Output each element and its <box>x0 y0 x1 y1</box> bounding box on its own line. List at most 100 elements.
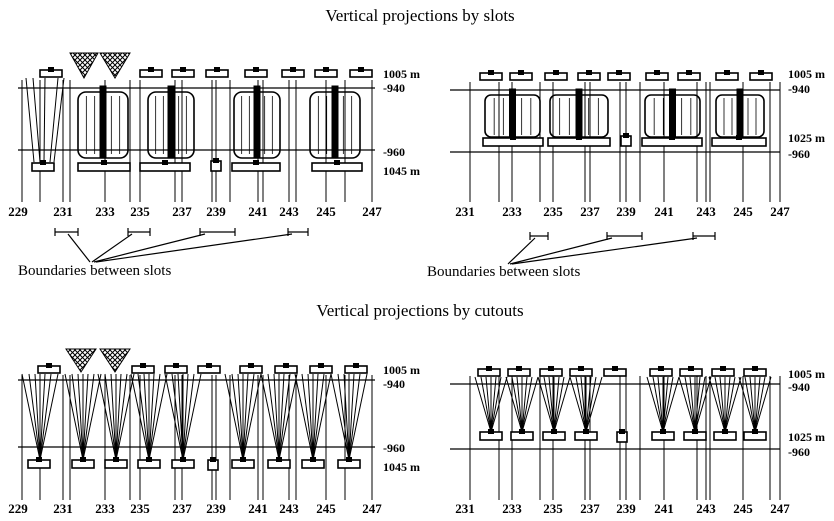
drift-pad-cap <box>323 67 329 72</box>
blast-hole <box>182 373 189 461</box>
title-cutouts: Vertical projections by cutouts <box>316 301 524 320</box>
panel-cutouts-left: 1005 m -940 -960 1045 m <box>18 348 420 500</box>
blast-hole <box>662 376 669 433</box>
hatched-funnel <box>69 52 99 80</box>
blast-hole <box>330 373 350 461</box>
tick-233: 233 <box>502 501 522 516</box>
blast-hole <box>104 373 117 461</box>
blast-hole <box>307 373 314 461</box>
blast-hole <box>237 373 244 461</box>
blast-hole <box>678 376 696 433</box>
raise <box>736 88 744 138</box>
drift-pad-cap <box>253 160 259 165</box>
drift-pad-cap <box>206 363 212 368</box>
blast-hole <box>71 373 84 461</box>
tick-241: 241 <box>248 204 268 219</box>
blast-hole <box>474 376 492 433</box>
blast-hole <box>278 373 291 461</box>
tick-labels-bottom-left: 229 231 233 235 237 239 241 243 245 247 <box>8 501 382 516</box>
blast-hole <box>521 376 528 433</box>
tick-243: 243 <box>279 204 299 219</box>
blast-hole <box>505 376 523 433</box>
level-1005: 1005 m <box>383 67 420 81</box>
raise <box>669 88 676 138</box>
drift-pad-cap <box>334 160 340 165</box>
drift-pad-cap <box>46 363 52 368</box>
tick-243: 243 <box>696 501 716 516</box>
blast-hole <box>646 376 664 433</box>
blast-hole <box>148 373 168 461</box>
tick-231: 231 <box>53 204 73 219</box>
blast-hole <box>301 373 314 461</box>
blast-hole <box>171 373 184 461</box>
blast-hole <box>490 376 508 433</box>
blast-hole <box>348 373 361 461</box>
blast-hole <box>511 376 523 433</box>
blast-hole <box>708 376 726 433</box>
blast-hole <box>724 376 736 433</box>
tick-237: 237 <box>172 204 192 219</box>
blast-hole <box>182 373 195 461</box>
drift-pad-cap <box>36 457 42 462</box>
caption-boundaries-right: Boundaries between slots <box>427 264 581 280</box>
caption-boundaries-left: Boundaries between slots <box>18 263 172 279</box>
drift-pad-cap <box>518 70 524 75</box>
blast-hole <box>490 376 497 433</box>
blast-hole <box>543 376 555 433</box>
level-1025: 1025 m <box>788 131 825 145</box>
blast-hole <box>177 373 184 461</box>
tick-239: 239 <box>206 204 226 219</box>
blast-hole <box>242 373 255 461</box>
blast-hole <box>294 373 314 461</box>
tick-229: 229 <box>8 204 28 219</box>
blast-hole <box>110 373 117 461</box>
blast-hole <box>490 376 502 433</box>
tick-247: 247 <box>362 501 382 516</box>
blast-hole <box>744 376 756 433</box>
level-1005: 1005 m <box>383 363 420 377</box>
blast-hole <box>754 376 761 433</box>
blast-hole <box>348 373 368 461</box>
tick-233: 233 <box>95 204 115 219</box>
blast-hole <box>585 376 597 433</box>
tick-243: 243 <box>696 204 716 219</box>
drift-pad-cap <box>180 67 186 72</box>
tick-247: 247 <box>770 204 790 219</box>
blast-hole <box>724 376 731 433</box>
blast-hole <box>115 373 122 461</box>
tick-233: 233 <box>502 204 522 219</box>
drift-pad-cap <box>173 363 179 368</box>
tick-241: 241 <box>654 501 674 516</box>
drift-pad-cap <box>214 67 220 72</box>
tick-239: 239 <box>616 204 636 219</box>
raise <box>253 85 261 159</box>
hatched-funnel <box>99 52 131 79</box>
blast-hole <box>521 376 533 433</box>
blast-hole <box>77 373 84 461</box>
blast-hole <box>749 376 756 433</box>
blast-hole <box>684 376 696 433</box>
tick-235: 235 <box>130 501 150 516</box>
drift-pad-cap <box>612 366 618 371</box>
drift-pad-cap <box>253 67 259 72</box>
blast-hole <box>585 376 603 433</box>
drift-pad-cap <box>162 160 168 165</box>
raise <box>575 88 583 138</box>
level-1045: 1045 m <box>383 164 420 178</box>
tick-245: 245 <box>733 204 753 219</box>
level-960: -960 <box>383 441 405 455</box>
drift-pad-cap <box>616 70 622 75</box>
drift-pad-cap <box>358 67 364 72</box>
blast-hole <box>694 376 712 433</box>
blast-hole <box>231 373 244 461</box>
drift-pad-cap <box>724 70 730 75</box>
blast-hole <box>34 373 41 461</box>
tick-241: 241 <box>654 204 674 219</box>
blast-hole <box>521 376 539 433</box>
blast-hole <box>553 376 565 433</box>
blast-hole <box>657 376 664 433</box>
blast-hole <box>39 373 59 461</box>
panel-cutouts-right: 1005 m -940 1025 m -960 <box>450 366 825 500</box>
blast-hole <box>182 373 202 461</box>
